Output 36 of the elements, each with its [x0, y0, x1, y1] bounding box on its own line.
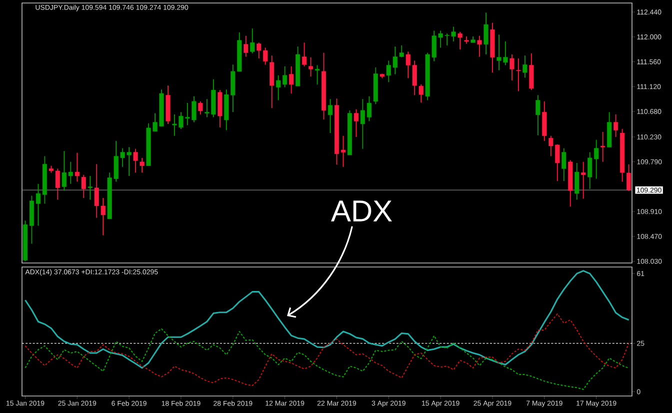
- candlestick: [626, 164, 632, 192]
- candlestick: [458, 31, 462, 50]
- annotation: ADX: [330, 200, 392, 222]
- candlestick: [613, 114, 618, 138]
- candlestick: [574, 162, 580, 200]
- candlestick: [477, 35, 482, 58]
- candlestick: [289, 66, 294, 94]
- line-series: [24, 313, 630, 386]
- candlestick: [581, 161, 586, 200]
- candlestick: [308, 56, 314, 77]
- candlestick: [270, 55, 274, 109]
- candlestick: [516, 58, 521, 92]
- candlestick: [354, 108, 358, 138]
- candlestick: [88, 176, 92, 200]
- candlestick: [198, 100, 203, 115]
- candlestick: [81, 174, 86, 198]
- candlestick: [562, 148, 566, 182]
- candlestick: [133, 148, 138, 174]
- candlestick: [140, 157, 144, 174]
- candlestick: [484, 12, 488, 55]
- candlestick: [522, 55, 528, 78]
- candlestick: [218, 90, 222, 128]
- candlestick: [542, 100, 547, 142]
- candlestick: [529, 52, 534, 90]
- candlestick: [74, 152, 80, 182]
- candlestick: [328, 98, 333, 134]
- candlestick: [510, 54, 514, 81]
- line-series: [24, 328, 630, 390]
- candlestick: [600, 131, 606, 162]
- candlestick: [250, 28, 255, 54]
- candlestick: [244, 35, 248, 58]
- candlestick: [340, 135, 346, 168]
- candlestick: [418, 84, 424, 103]
- candlestick: [314, 64, 320, 85]
- candlestick: [536, 94, 540, 136]
- candlestick: [302, 42, 307, 67]
